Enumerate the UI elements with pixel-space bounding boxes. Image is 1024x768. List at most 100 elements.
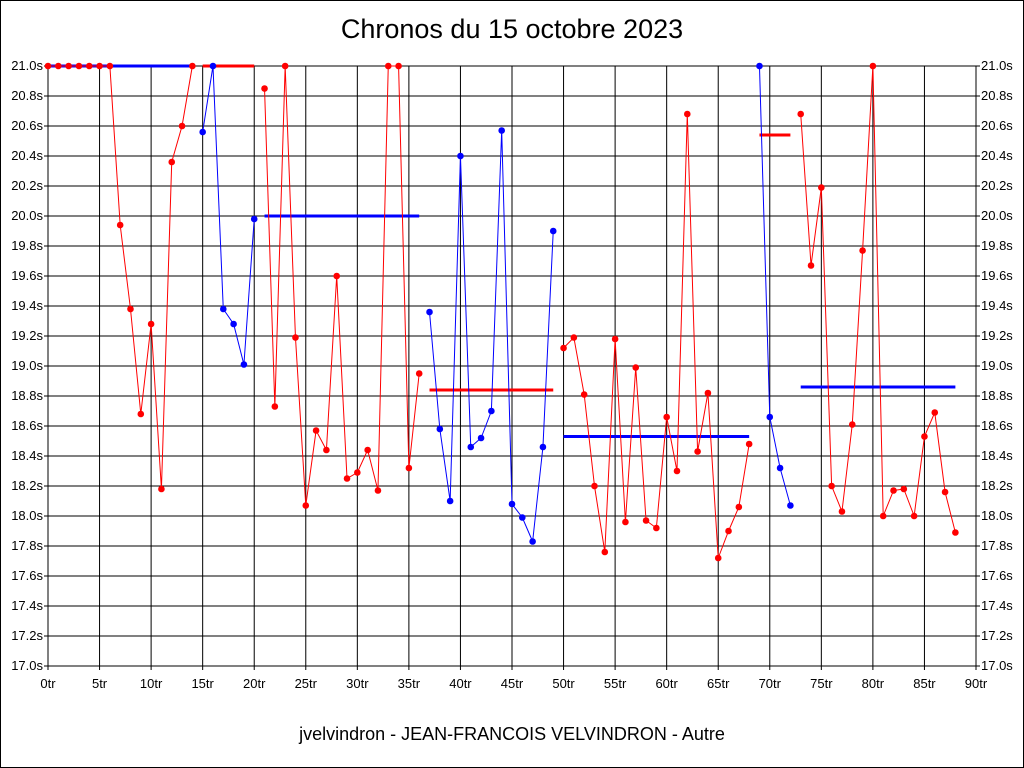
data-point <box>611 335 619 343</box>
y-tick-label-right: 19.6s <box>981 268 1013 283</box>
y-tick-label-right: 19.0s <box>981 358 1013 373</box>
y-tick-label: 19.2s <box>11 328 43 343</box>
y-tick-label-right: 19.2s <box>981 328 1013 343</box>
y-tick-label: 18.6s <box>11 418 43 433</box>
data-point <box>848 421 856 428</box>
data-point <box>137 410 145 418</box>
chart-footer: jvelvindron - JEAN-FRANCOIS VELVINDRON -… <box>299 724 725 744</box>
data-point <box>941 488 949 496</box>
y-tick-label-right: 17.2s <box>981 628 1013 643</box>
x-tick-label: 45tr <box>501 676 524 691</box>
data-point <box>828 482 835 490</box>
y-tick-label-right: 17.6s <box>981 568 1013 583</box>
x-tick-label: 25tr <box>295 676 318 691</box>
data-point <box>797 110 805 118</box>
data-point <box>230 320 237 328</box>
data-point <box>859 247 866 254</box>
y-tick-label-right: 18.2s <box>981 478 1013 493</box>
x-tick-label: 10tr <box>140 676 163 691</box>
x-tick-label: 70tr <box>759 676 782 691</box>
data-point <box>312 427 320 434</box>
data-point <box>632 364 640 371</box>
data-point <box>384 62 392 70</box>
data-point <box>580 391 588 398</box>
data-point <box>673 467 681 475</box>
data-point <box>498 127 505 134</box>
data-point <box>457 152 464 160</box>
data-point <box>323 446 330 454</box>
data-point <box>405 464 413 472</box>
data-point <box>745 440 753 448</box>
data-point <box>818 184 825 191</box>
y-tick-label: 20.8s <box>11 88 43 103</box>
data-point <box>549 227 557 235</box>
x-tick-label: 15tr <box>191 676 214 691</box>
data-point <box>240 361 248 368</box>
y-tick-label-right: 18.8s <box>981 388 1013 403</box>
data-point <box>374 487 382 494</box>
data-point <box>663 413 670 421</box>
data-point <box>127 305 134 313</box>
x-tick-label: 60tr <box>655 676 678 691</box>
data-point <box>199 128 206 136</box>
data-point <box>85 62 93 70</box>
data-point <box>395 62 402 70</box>
data-point <box>44 62 52 70</box>
data-point <box>869 62 877 70</box>
data-point <box>591 482 598 490</box>
y-tick-label-right: 18.6s <box>981 418 1013 433</box>
data-point <box>653 524 660 532</box>
series-lines <box>48 65 956 559</box>
y-tick-label: 20.4s <box>11 148 43 163</box>
data-point <box>343 475 351 482</box>
x-tick-label: 5tr <box>92 676 108 691</box>
data-point <box>601 548 609 556</box>
y-tick-label-right: 19.8s <box>981 238 1013 253</box>
data-point <box>147 320 155 328</box>
x-tick-label: 55tr <box>604 676 627 691</box>
data-point <box>704 389 712 397</box>
data-point <box>622 518 629 526</box>
y-tick-label: 18.8s <box>11 388 43 403</box>
data-point <box>694 448 701 455</box>
data-point <box>508 500 516 508</box>
y-tick-label: 19.4s <box>11 298 43 313</box>
data-point <box>756 62 763 70</box>
data-point <box>250 215 258 223</box>
y-tick-label: 17.0s <box>11 658 43 673</box>
data-point <box>158 485 165 493</box>
data-point <box>879 512 887 520</box>
data-point <box>776 464 784 472</box>
data-point <box>714 554 722 562</box>
data-point <box>415 370 423 377</box>
y-tick-label: 18.2s <box>11 478 43 493</box>
y-tick-label: 20.6s <box>11 118 43 133</box>
y-tick-label: 17.6s <box>11 568 43 583</box>
data-point <box>209 62 217 70</box>
y-tick-label-right: 20.0s <box>981 208 1013 223</box>
x-tick-label: 40tr <box>449 676 472 691</box>
data-point <box>446 497 454 505</box>
data-point <box>807 262 815 269</box>
data-point <box>168 158 176 166</box>
data-point <box>292 334 299 341</box>
average-lines <box>48 64 956 438</box>
x-tick-label: 0tr <box>40 676 56 691</box>
data-point <box>106 62 114 70</box>
data-point <box>261 85 268 92</box>
data-point <box>725 527 732 535</box>
data-point <box>560 344 567 352</box>
data-point <box>436 425 444 433</box>
data-points <box>44 62 959 562</box>
y-tick-label-right: 20.2s <box>981 178 1013 193</box>
y-tick-label-right: 20.4s <box>981 148 1013 163</box>
x-tick-label: 20tr <box>243 676 266 691</box>
data-point <box>333 272 341 280</box>
data-point <box>55 62 62 70</box>
data-point <box>642 517 650 524</box>
y-tick-label: 19.8s <box>11 238 43 253</box>
data-point <box>426 308 433 316</box>
x-tick-label: 75tr <box>810 676 833 691</box>
series-line-blue <box>202 65 255 365</box>
